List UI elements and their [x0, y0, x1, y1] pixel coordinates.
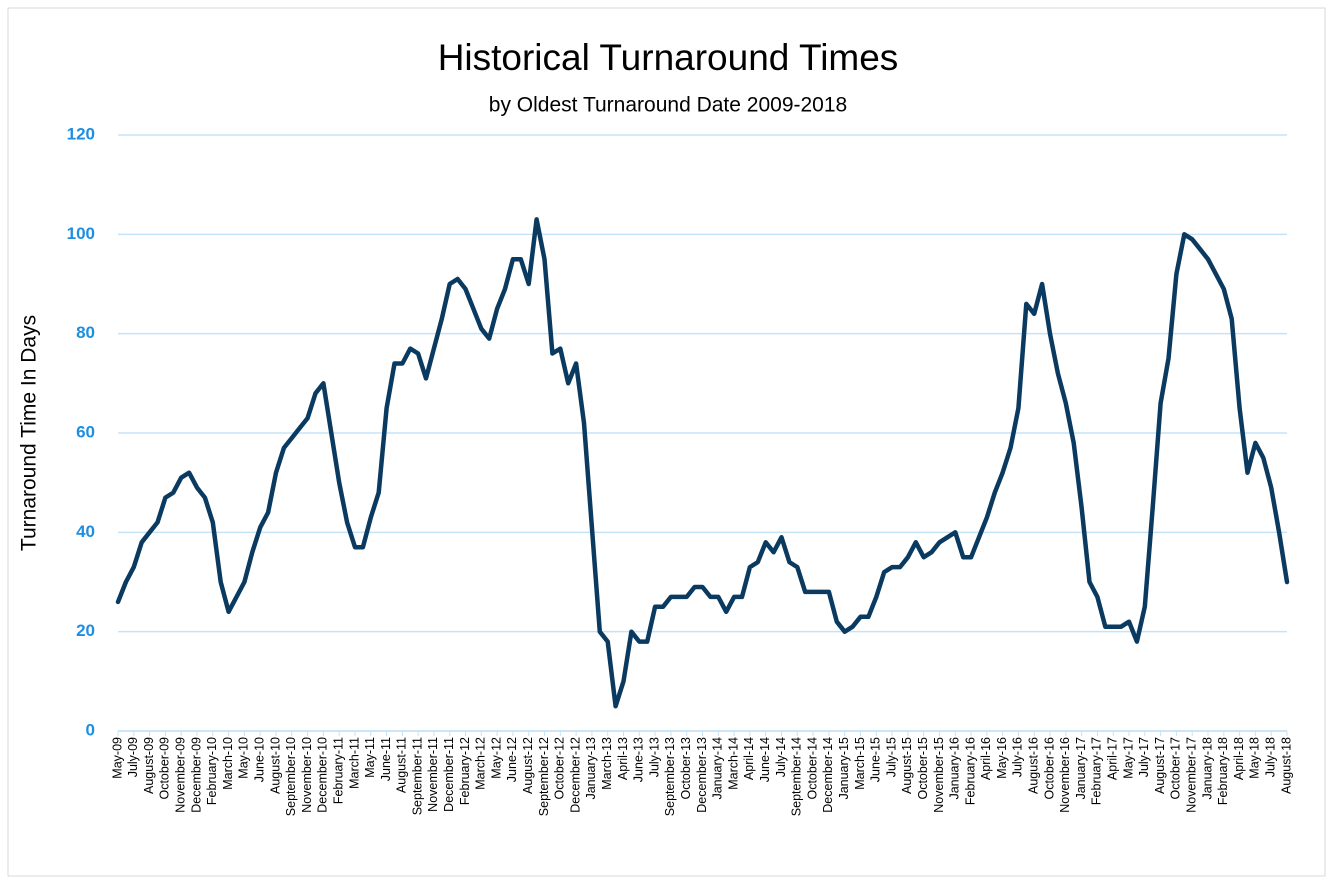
x-tick-label: July-18	[1263, 737, 1277, 777]
x-tick-label: January-17	[1074, 737, 1088, 800]
x-tick-label: June-14	[758, 737, 772, 782]
y-axis-label: Turnaround Time In Days	[18, 315, 41, 551]
x-tick-label: November-10	[300, 737, 314, 813]
x-tick-label: December-14	[821, 737, 835, 813]
x-tick-label: October-12	[553, 737, 567, 800]
y-tick-label: 60	[76, 422, 95, 441]
x-tick-label: September-10	[284, 737, 298, 816]
x-tick-label: May-16	[995, 737, 1009, 779]
x-tick-label: July-15	[884, 737, 898, 777]
x-tick-label: September-11	[410, 737, 424, 815]
x-tick-label: December-10	[316, 737, 330, 813]
x-tick-label: October-17	[1169, 737, 1183, 800]
x-tick-label: April-14	[742, 737, 756, 780]
y-tick-label: 20	[76, 621, 95, 640]
data-line	[115, 217, 1290, 709]
x-tick-label: October-16	[1042, 737, 1056, 800]
x-tick-label: June-11	[379, 737, 393, 781]
x-tick-label: August-17	[1153, 737, 1167, 794]
x-tick-label: November-15	[932, 737, 946, 813]
x-tick-label: May-10	[237, 737, 251, 779]
x-tick-label: September-14	[790, 737, 804, 816]
x-tick-label: February-10	[205, 737, 219, 805]
x-tick-label: March-11	[347, 737, 361, 789]
x-tick-label: May-09	[110, 737, 124, 779]
chart-subtitle: by Oldest Turnaround Date 2009-2018	[489, 94, 847, 117]
x-tick-label: January-14	[711, 737, 725, 800]
x-tick-label: February-12	[458, 737, 472, 805]
x-tick-label: June-12	[505, 737, 519, 782]
x-tick-label: August-16	[1027, 737, 1041, 794]
x-tick-label: November-09	[173, 737, 187, 813]
x-tick-label: June-13	[632, 737, 646, 782]
x-tick-label: December-09	[189, 737, 203, 813]
x-tick-label: June-15	[869, 737, 883, 782]
x-tick-label: August-12	[521, 737, 535, 794]
x-tick-label: April-13	[616, 737, 630, 780]
x-tick-label: July-14	[774, 737, 788, 777]
x-tick-label: March-13	[600, 737, 614, 790]
x-tick-label: August-18	[1279, 737, 1293, 794]
x-tick-label: August-15	[900, 737, 914, 794]
x-tick-label: July-09	[126, 737, 140, 777]
x-tick-label: November-17	[1185, 737, 1199, 813]
x-tick-label: November-16	[1058, 737, 1072, 813]
x-tick-label: January-16	[948, 737, 962, 800]
x-tick-label: March-15	[853, 737, 867, 790]
x-tick-label: April-18	[1232, 737, 1246, 780]
x-tick-label: January-15	[837, 737, 851, 800]
x-tick-label: December-13	[695, 737, 709, 813]
x-tick-label: July-16	[1011, 737, 1025, 777]
x-tick-label: June-10	[252, 737, 266, 782]
x-tick-label: July-17	[1137, 737, 1151, 777]
x-tick-label: October-09	[158, 737, 172, 800]
y-tick-label: 40	[76, 522, 95, 541]
x-tick-label: October-13	[679, 737, 693, 800]
x-tick-label: April-16	[979, 737, 993, 780]
x-tick-label: February-17	[1090, 737, 1104, 805]
y-tick-label: 120	[67, 124, 95, 143]
x-tick-label: August-09	[142, 737, 156, 794]
x-tick-label: July-13	[647, 737, 661, 777]
x-tick-label: May-18	[1248, 737, 1262, 779]
x-tick-label: May-17	[1121, 737, 1135, 779]
x-tick-label: January-18	[1200, 737, 1214, 800]
x-tick-label: April-17	[1106, 737, 1120, 780]
x-tick-label: March-10	[221, 737, 235, 790]
x-tick-label: August-10	[268, 737, 282, 794]
x-tick-label: September-12	[537, 737, 551, 816]
x-tick-label: March-12	[474, 737, 488, 790]
x-tick-label: August-11	[395, 737, 409, 793]
y-tick-label: 80	[76, 323, 95, 342]
x-tick-label: February-16	[963, 737, 977, 805]
y-tick-label: 0	[86, 720, 95, 739]
x-tick-label: October-15	[916, 737, 930, 800]
x-tick-label: May-11	[363, 737, 377, 778]
x-tick-label: December-11	[442, 737, 456, 812]
x-tick-label: October-14	[805, 737, 819, 800]
y-tick-label: 100	[67, 224, 95, 243]
x-tick-label: February-11	[331, 737, 345, 804]
x-tick-label: December-12	[568, 737, 582, 813]
x-tick-label: November-11	[426, 737, 440, 812]
x-tick-label: February-18	[1216, 737, 1230, 805]
x-tick-label: March-14	[726, 737, 740, 790]
x-tick-label: January-13	[584, 737, 598, 800]
chart-title: Historical Turnaround Times	[438, 37, 899, 78]
x-tick-label: May-12	[489, 737, 503, 779]
x-tick-label: September-13	[663, 737, 677, 816]
